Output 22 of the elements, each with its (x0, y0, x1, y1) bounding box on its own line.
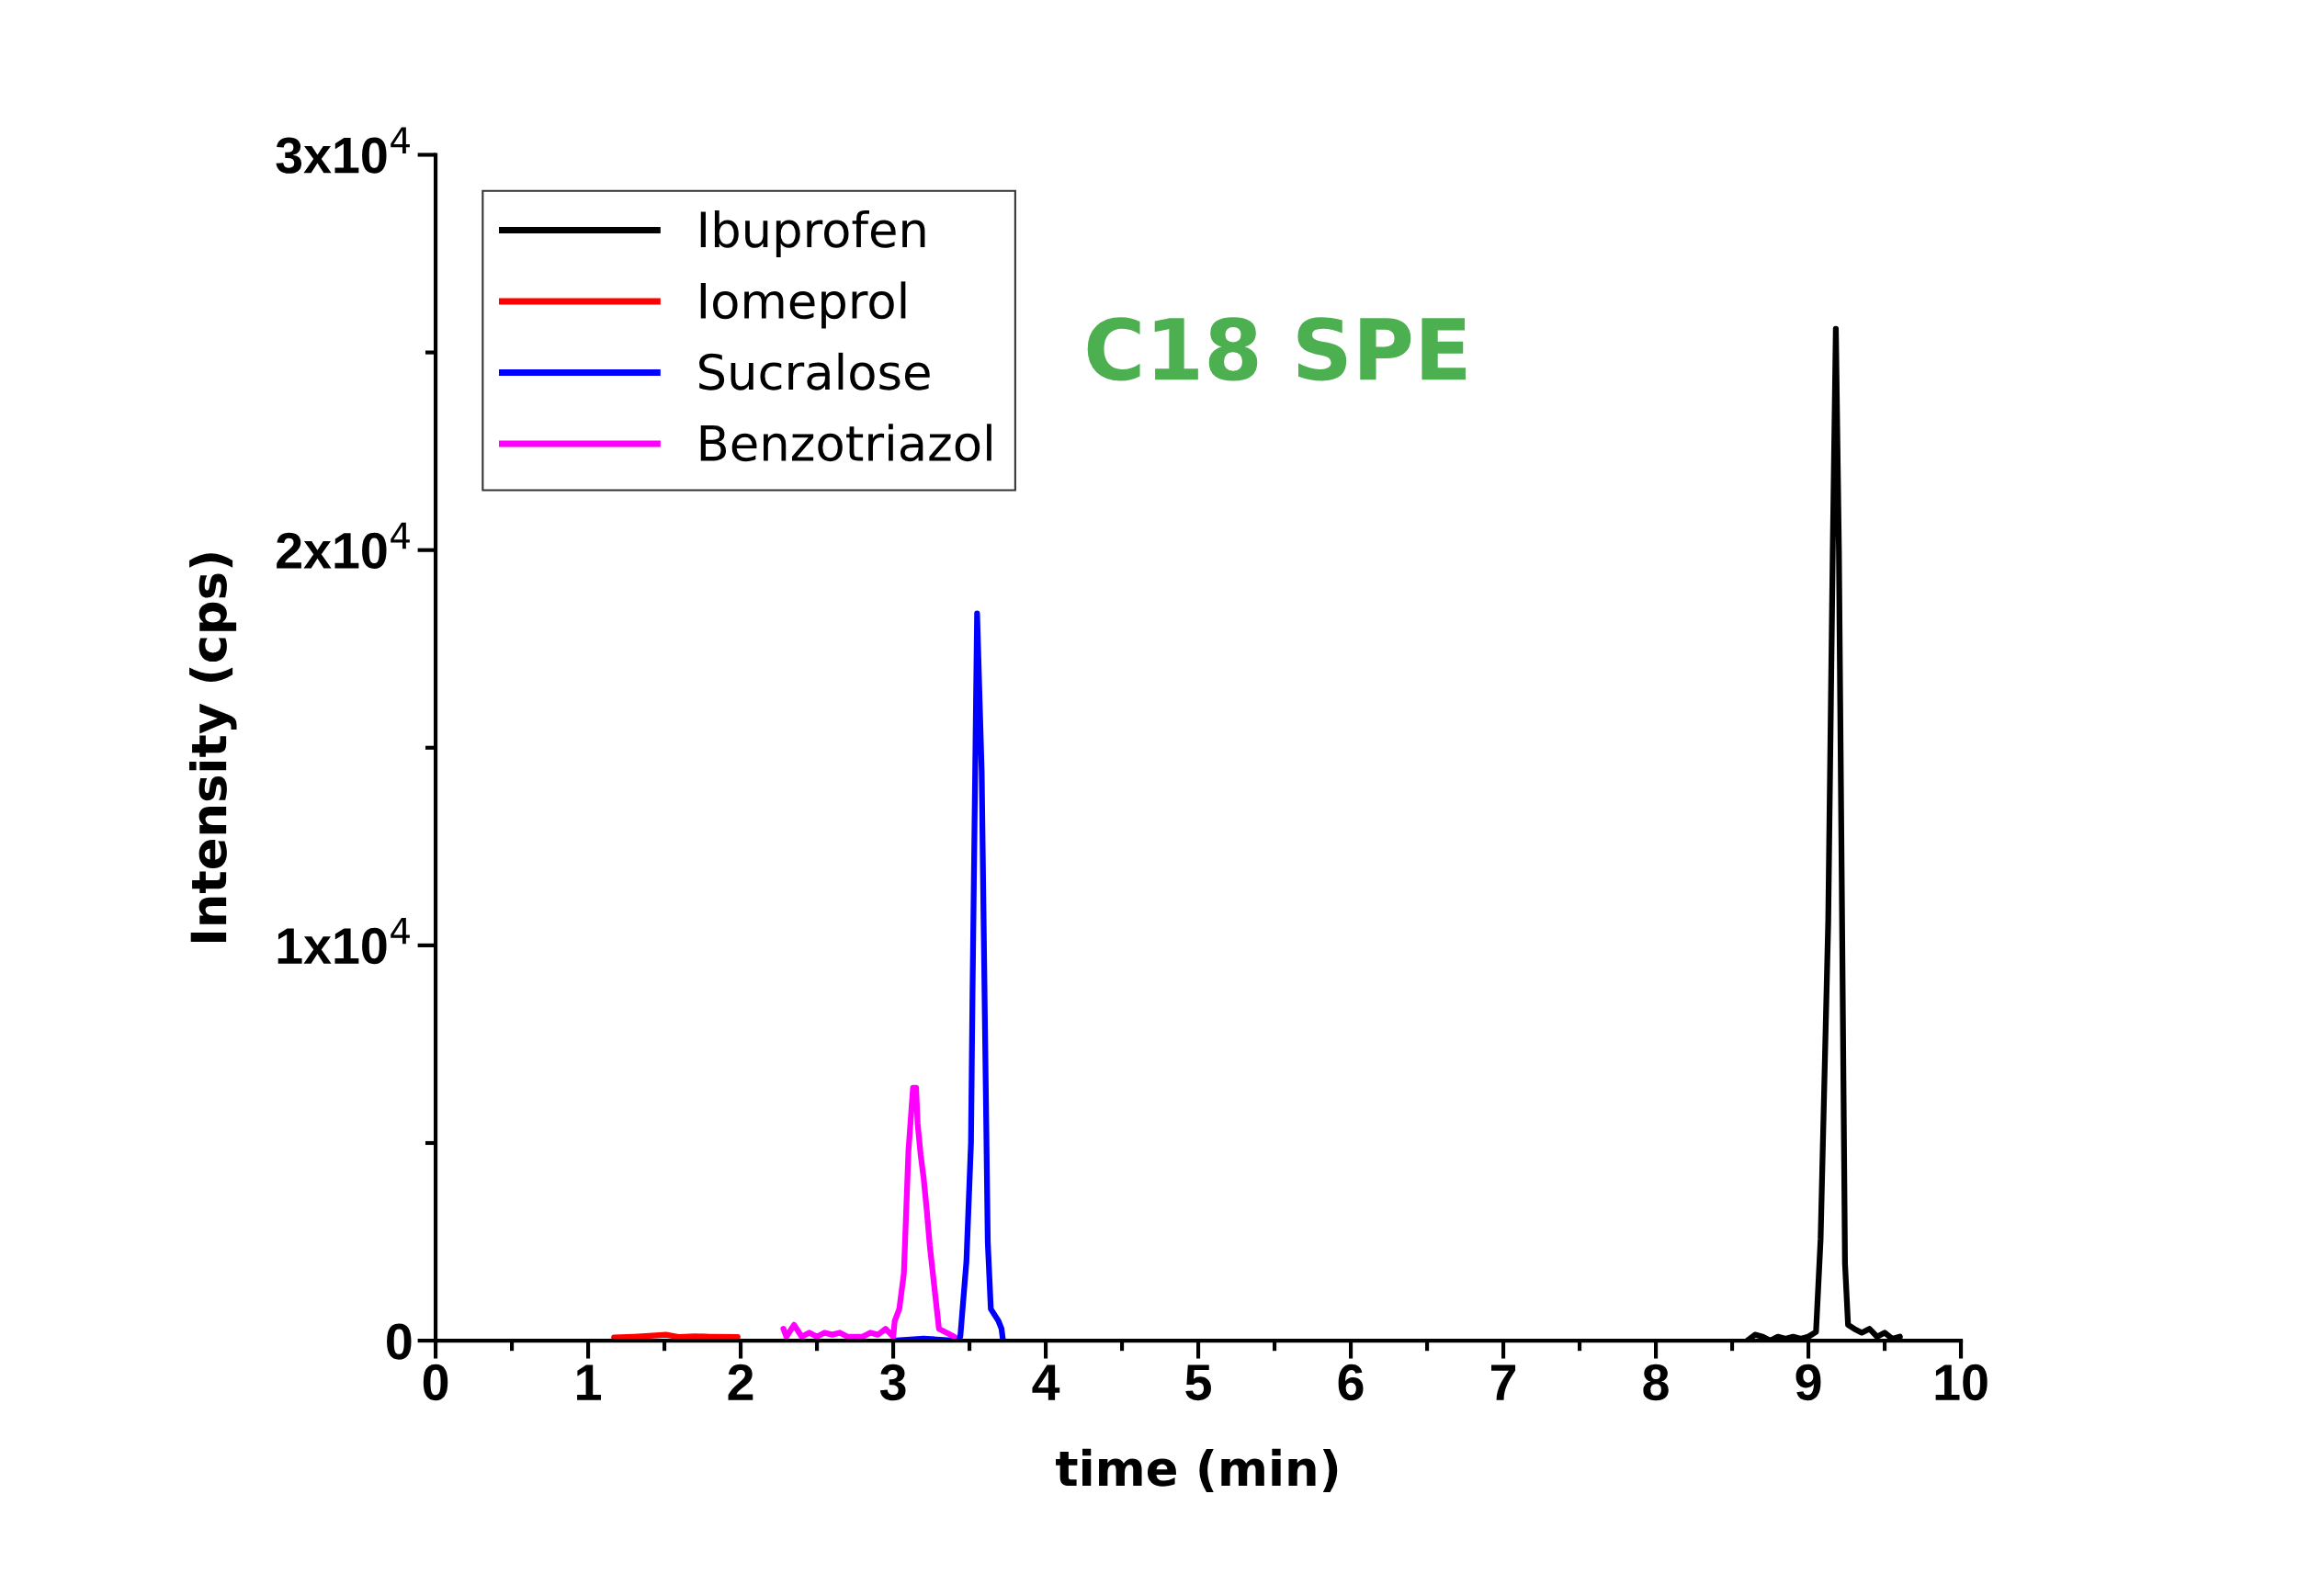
legend-label: Benzotriazol (700, 424, 991, 462)
x-tick-label: 8 (1643, 1364, 1669, 1401)
x-tick-label: 10 (1935, 1364, 1988, 1401)
y-tick-label: 2x10$^{4}$ (277, 522, 410, 569)
x-tick-label: 7 (1491, 1364, 1516, 1400)
x-tick-label: 3 (879, 1364, 906, 1401)
annotation: C18 SPE (1087, 317, 1466, 381)
y-tick-label: 0 (387, 1323, 412, 1360)
legend-label: Iomeprol (700, 281, 906, 329)
x-tick-label: 4 (1032, 1364, 1060, 1400)
legend-label: Sucralose (699, 352, 930, 391)
x-tick-label: 0 (423, 1364, 448, 1401)
legend-label: Ibuprofen (700, 209, 925, 257)
x-tick-label: 6 (1338, 1364, 1364, 1401)
y-tick-label: 3x10$^{4}$ (276, 127, 410, 174)
x-tick-label: 2 (728, 1364, 753, 1400)
y-axis-title: Intensity (cps) (189, 553, 237, 942)
x-tick-label: 1 (577, 1364, 601, 1400)
y-tick-label: 1x10$^{4}$ (278, 918, 410, 965)
x-axis-title: time (min) (1056, 1448, 1338, 1492)
x-tick-label: 5 (1185, 1364, 1211, 1401)
x-tick-label: 9 (1795, 1364, 1821, 1401)
